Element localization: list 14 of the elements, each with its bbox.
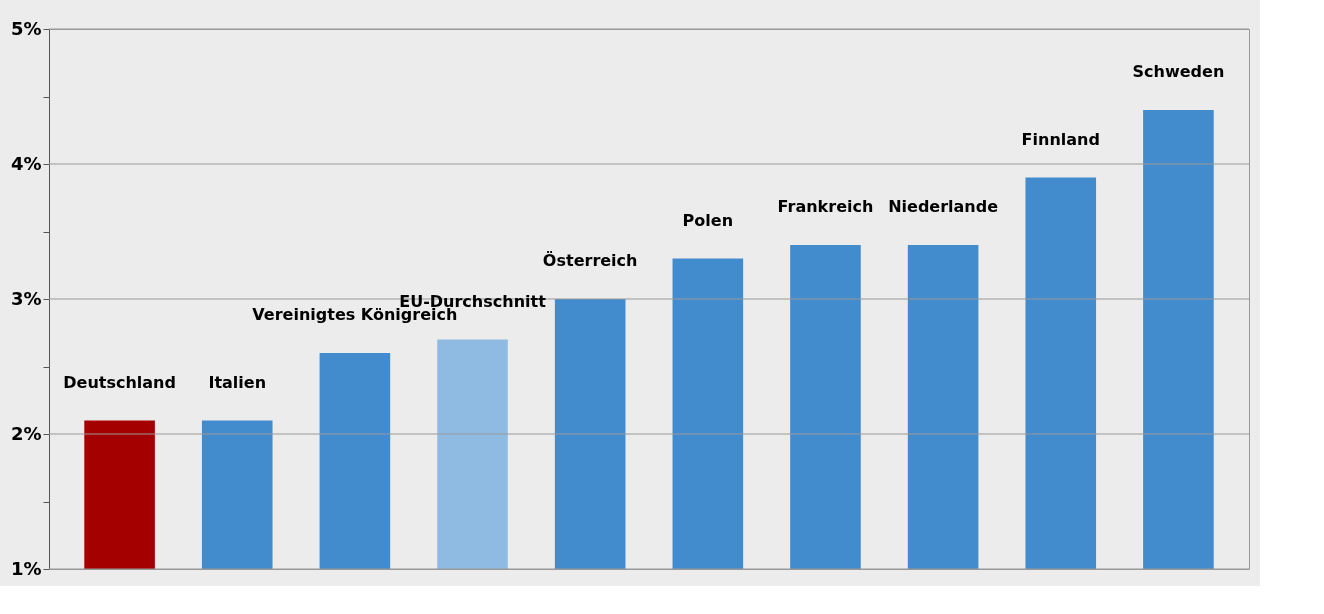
x-tick-label: Niederlande <box>888 197 999 216</box>
x-tick-label: Italien <box>208 372 267 392</box>
x-tick-label: Deutschland <box>63 372 176 392</box>
x-tick-label: Frankreich <box>777 197 874 216</box>
y-tick-label: 3% <box>10 287 42 309</box>
y-tick-label: 1% <box>10 557 42 579</box>
y-tick-label: 2% <box>10 422 42 444</box>
y-tick-label: 4% <box>10 152 42 174</box>
y-tick-label: 5% <box>10 17 42 39</box>
x-tick-label: Österreich <box>542 251 638 270</box>
x-tick-label: Finnland <box>1021 129 1100 149</box>
x-tick-label: Polen <box>682 210 734 230</box>
x-tick-label: Vereinigtes Königreich <box>252 305 458 324</box>
x-tick-label: Schweden <box>1132 62 1225 81</box>
